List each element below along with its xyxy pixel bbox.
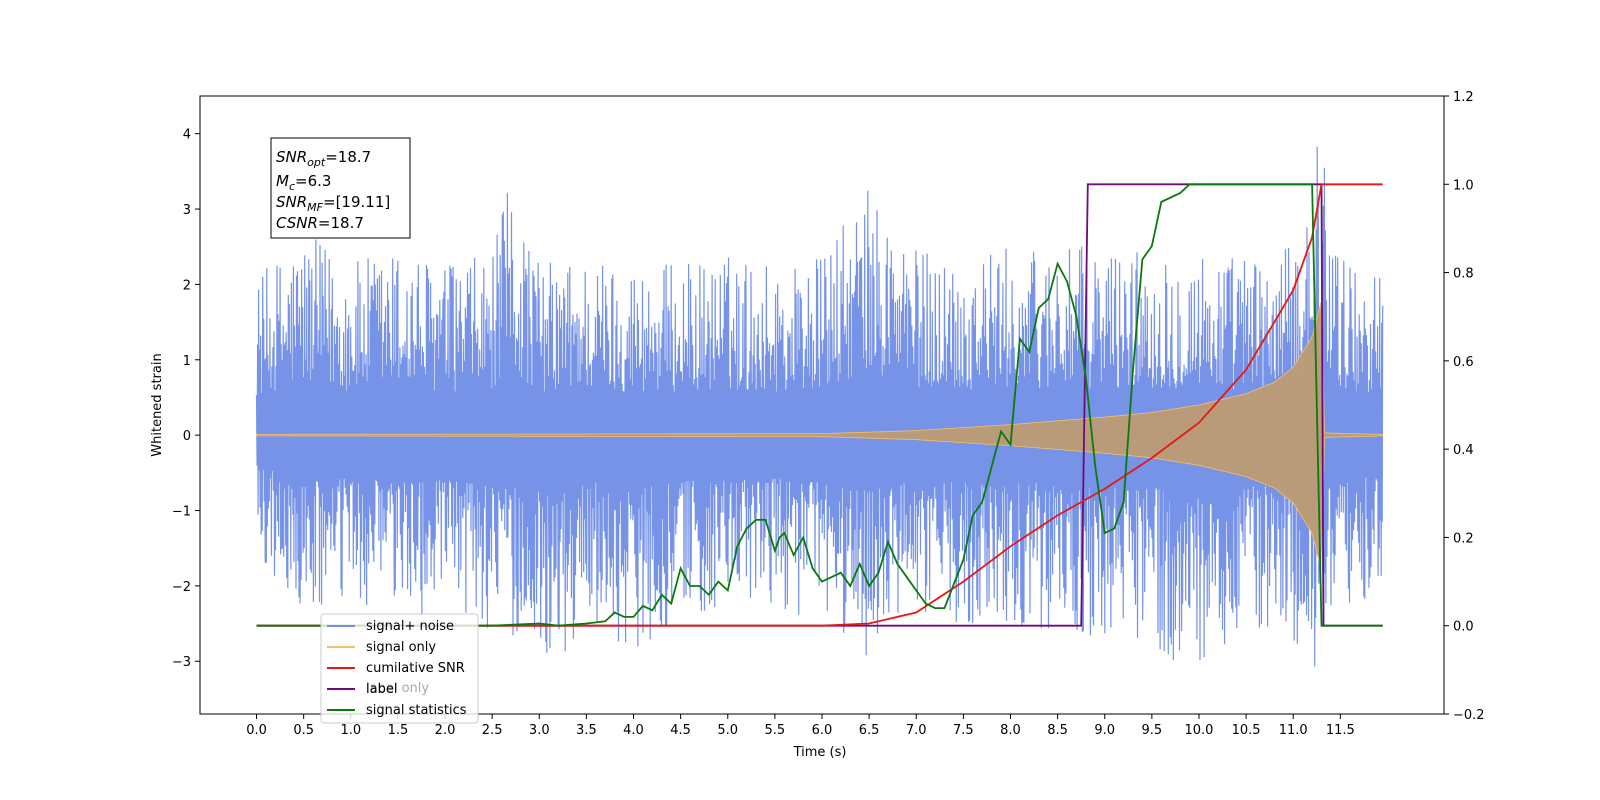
- x-tick-label: 6.5: [859, 723, 880, 738]
- y-tick-label: −3: [172, 655, 191, 670]
- x-tick-label: 7.0: [906, 723, 927, 738]
- annotation-frame: [270, 137, 411, 239]
- x-tick-label: 0.0: [246, 723, 267, 738]
- legend: label only signal+ noise signal only cumil…: [320, 613, 479, 724]
- y2-tick-label: 0.0: [1453, 620, 1474, 635]
- x-tick-label: 3.0: [529, 723, 550, 738]
- y2-tick-label: 1.2: [1453, 90, 1474, 105]
- y2-tick-label: 0.8: [1453, 267, 1474, 282]
- y-axis-right: 1.2 1.0 0.8 0.6 0.4 0.2 0.0 −0.2: [1444, 90, 1485, 723]
- legend-frame: [320, 613, 479, 724]
- y-axis-left: 4 3 2 1 0 −1 −2 −3: [172, 128, 200, 670]
- legend-entry: cumilative SNR: [366, 661, 465, 676]
- y-tick-label: 3: [183, 203, 191, 218]
- x-tick-label: 2.0: [435, 723, 456, 738]
- x-tick-label: 4.5: [670, 723, 691, 738]
- y-tick-label: −2: [172, 580, 191, 595]
- legend-entry: signal statistics: [366, 703, 467, 718]
- x-tick-label: 2.5: [482, 723, 503, 738]
- annotation-mc: Mc=6.3: [276, 172, 331, 193]
- x-tick-label: 10.0: [1184, 723, 1213, 738]
- x-tick-label: 11.5: [1326, 723, 1355, 738]
- x-tick-label: 11.0: [1279, 723, 1308, 738]
- x-tick-label: 1.5: [388, 723, 409, 738]
- x-tick-label: 8.5: [1047, 723, 1068, 738]
- series-signal-statistics: [256, 183, 1383, 627]
- x-tick-label: 6.0: [812, 723, 833, 738]
- legend-occluded-text: label only: [366, 681, 429, 696]
- series-layer: [255, 146, 1384, 667]
- y-tick-label: 0: [183, 429, 191, 444]
- x-tick-label: 9.0: [1094, 723, 1115, 738]
- x-tick-label: 0.5: [293, 723, 314, 738]
- x-tick-label: 5.5: [765, 723, 786, 738]
- series-signal-only: [256, 302, 1384, 569]
- legend-entry: signal only: [366, 640, 436, 655]
- x-tick-label: 10.5: [1232, 723, 1261, 738]
- series-cumulative-snr: [256, 183, 1383, 627]
- y2-tick-label: 0.4: [1453, 443, 1474, 458]
- annotation-snr-opt: SNRopt=18.7: [276, 148, 371, 169]
- y2-tick-label: 0.2: [1453, 531, 1474, 546]
- y-tick-label: 1: [183, 354, 191, 369]
- x-axis: 0.0 0.5 1.0 1.5 2.0 2.5 3.0 3.5 4.0 4.5 5.0 5.5 6.0 6…: [246, 714, 1355, 738]
- x-axis-label: Time (s): [793, 745, 847, 760]
- y-axis-label: Whitened strain: [150, 353, 165, 456]
- series-signal-noise: [255, 146, 1384, 667]
- x-tick-label: 9.5: [1142, 723, 1163, 738]
- x-tick-label: 7.5: [953, 723, 974, 738]
- x-tick-label: 4.0: [623, 723, 644, 738]
- y2-tick-label: −0.2: [1453, 708, 1485, 723]
- x-tick-label: 1.0: [340, 723, 361, 738]
- legend-entry: label: [366, 682, 397, 697]
- legend-entry: signal+ noise: [366, 619, 454, 634]
- y-tick-label: 4: [183, 128, 191, 143]
- x-tick-label: 3.5: [576, 723, 597, 738]
- y-tick-label: 2: [183, 278, 191, 293]
- x-tick-label: 8.0: [1000, 723, 1021, 738]
- annotation-box: SNRopt=18.7 Mc=6.3 SNRMF=[19.11] CSNR=18…: [270, 137, 411, 239]
- annotation-snr-mf: SNRMF=[19.11]: [276, 193, 390, 214]
- annotation-csnr: CSNR=18.7: [276, 214, 364, 232]
- x-tick-label: 5.0: [717, 723, 738, 738]
- y2-tick-label: 0.6: [1453, 355, 1474, 370]
- y-tick-label: −1: [172, 505, 191, 520]
- y2-tick-label: 1.0: [1453, 178, 1474, 193]
